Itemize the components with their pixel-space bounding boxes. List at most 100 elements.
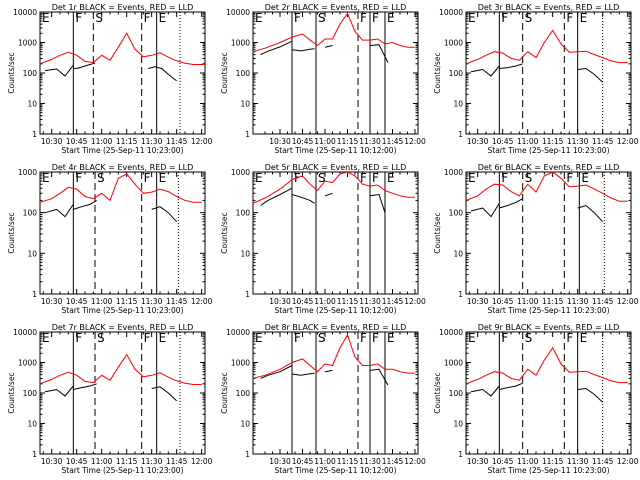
x-tick-label: 11:00 [91, 297, 113, 306]
x-tick-label: 12:00 [617, 137, 639, 146]
x-axis-label: Start Time (25-Sep-11 10:12:00) [275, 466, 397, 475]
event-marker-label: F [360, 171, 367, 185]
x-tick-label: 10:45 [66, 297, 88, 306]
black-events-series [499, 63, 523, 69]
x-tick-label: 10:30 [467, 457, 489, 466]
y-tick-label: 10000 [226, 328, 250, 337]
black-events-series [44, 204, 74, 218]
y-tick-label: 10000 [439, 8, 463, 17]
y-axis-label: Counts/sec [433, 212, 442, 253]
x-tick-label: 11:30 [359, 297, 381, 306]
event-marker-label: S [318, 171, 326, 185]
x-tick-label: 11:15 [542, 457, 564, 466]
event-marker-label: E [159, 171, 167, 185]
x-tick-label: 12:00 [191, 457, 213, 466]
event-marker-label: E [581, 171, 589, 185]
x-tick-label: 11:15 [116, 137, 138, 146]
y-tick-label: 10 [27, 249, 37, 258]
x-tick-label: 11:30 [359, 457, 381, 466]
event-marker-label: E [159, 331, 167, 345]
x-tick-label: 11:45 [382, 457, 404, 466]
y-tick-label: 1000 [18, 168, 37, 177]
plot-frame [465, 11, 632, 135]
x-tick-label: 10:45 [292, 457, 314, 466]
panel-title: Det 3r BLACK = Events, RED = LLD [478, 3, 620, 12]
event-marker-label: F [75, 331, 82, 345]
black-events-series [577, 67, 604, 83]
black-events-series [470, 203, 500, 218]
event-marker-label: F [144, 331, 151, 345]
black-events-series [291, 372, 315, 376]
black-events-series [369, 368, 389, 386]
event-marker-label: E [387, 171, 395, 185]
x-tick-label: 11:45 [382, 137, 404, 146]
black-events-series [369, 193, 386, 213]
x-tick-label: 11:15 [542, 297, 564, 306]
red-lld-series [39, 32, 205, 65]
x-tick-label: 11:15 [337, 137, 359, 146]
red-lld-series [39, 353, 202, 385]
panel-title: Det 1r BLACK = Events, RED = LLD [52, 3, 194, 12]
event-marker-label: E [468, 171, 476, 185]
black-events-series [148, 66, 178, 82]
y-tick-label: 100 [236, 209, 251, 218]
x-axis-label: Start Time (25-Sep-11 10:23:00) [62, 146, 184, 155]
plot-frame [252, 171, 419, 295]
y-axis-label: Counts/sec [7, 212, 16, 253]
black-events-series [577, 204, 604, 223]
x-tick-label: 12:00 [617, 457, 639, 466]
x-tick-label: 11:30 [567, 137, 589, 146]
panel-title: Det 6r BLACK = Events, RED = LLD [478, 163, 620, 172]
y-tick-label: 1000 [18, 39, 37, 48]
x-tick-label: 11:00 [517, 137, 539, 146]
y-tick-label: 1000 [231, 359, 250, 368]
event-marker-label: S [525, 331, 533, 345]
x-axis-label: Start Time (25-Sep-11 10:23:00) [488, 306, 610, 315]
event-marker-label: F [566, 11, 573, 25]
red-lld-series [252, 12, 415, 53]
x-axis-label: Start Time (25-Sep-11 10:23:00) [488, 466, 610, 475]
x-tick-label: 10:45 [66, 457, 88, 466]
x-tick-label: 11:00 [314, 297, 336, 306]
black-events-series [499, 198, 523, 209]
y-tick-label: 10 [240, 100, 250, 109]
x-tick-label: 10:30 [41, 137, 63, 146]
x-tick-label: 10:30 [467, 297, 489, 306]
y-tick-label: 1000 [444, 359, 463, 368]
black-events-series [470, 65, 500, 77]
y-tick-label: 1 [32, 450, 37, 459]
x-tick-label: 11:30 [359, 137, 381, 146]
panel-title: Det 5r BLACK = Events, RED = LLD [265, 163, 407, 172]
plot-frame [465, 331, 632, 455]
panel-title: Det 2r BLACK = Events, RED = LLD [265, 3, 407, 12]
black-events-series [260, 365, 293, 379]
x-tick-label: 10:45 [292, 137, 314, 146]
y-tick-label: 1 [458, 290, 463, 299]
x-tick-label: 11:30 [141, 297, 163, 306]
y-tick-label: 1000 [231, 39, 250, 48]
event-marker-label: F [566, 171, 573, 185]
y-tick-label: 1 [245, 450, 250, 459]
event-marker-label: E [255, 331, 263, 345]
plot-frame [252, 331, 419, 455]
y-tick-label: 1 [32, 290, 37, 299]
event-marker-label: F [75, 171, 82, 185]
event-marker-label: E [42, 11, 50, 25]
event-marker-label: S [318, 11, 326, 25]
event-marker-label: E [255, 171, 263, 185]
x-tick-label: 11:45 [592, 137, 614, 146]
red-lld-series [252, 171, 415, 204]
black-events-series [291, 194, 315, 204]
y-axis-label: Counts/sec [7, 52, 16, 93]
x-tick-label: 12:00 [404, 457, 426, 466]
y-tick-label: 10000 [439, 328, 463, 337]
x-tick-label: 11:15 [542, 137, 564, 146]
y-tick-label: 10 [453, 100, 463, 109]
x-tick-label: 11:00 [314, 457, 336, 466]
